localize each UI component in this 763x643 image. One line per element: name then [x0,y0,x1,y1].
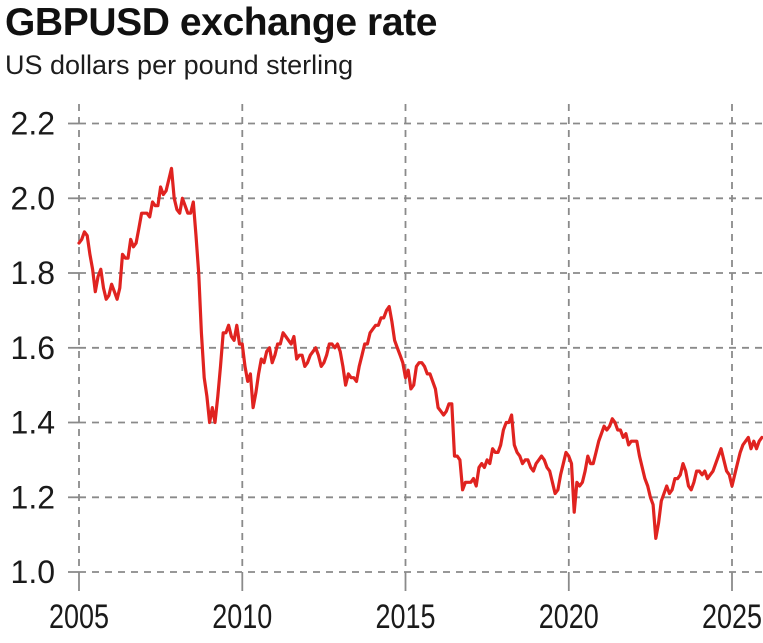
y-tick-label: 1.2 [11,479,55,515]
x-tick-label: 2005 [49,598,109,636]
y-tick-label: 2.2 [11,106,55,142]
y-tick-label: 1.0 [11,554,55,590]
x-tick-label: 2015 [376,598,436,636]
chart-subtitle: US dollars per pound sterling [5,50,354,80]
x-tick-label: 2010 [212,598,272,636]
y-tick-label: 1.8 [11,255,55,291]
y-tick-label: 1.4 [11,405,55,441]
x-tick-label: 2025 [702,598,762,636]
y-tick-label: 1.6 [11,330,55,366]
chart-title: GBPUSD exchange rate [5,1,437,44]
exchange-rate-line [77,166,763,540]
x-tick-label: 2020 [539,598,599,636]
y-tick-label: 2.0 [11,180,55,216]
